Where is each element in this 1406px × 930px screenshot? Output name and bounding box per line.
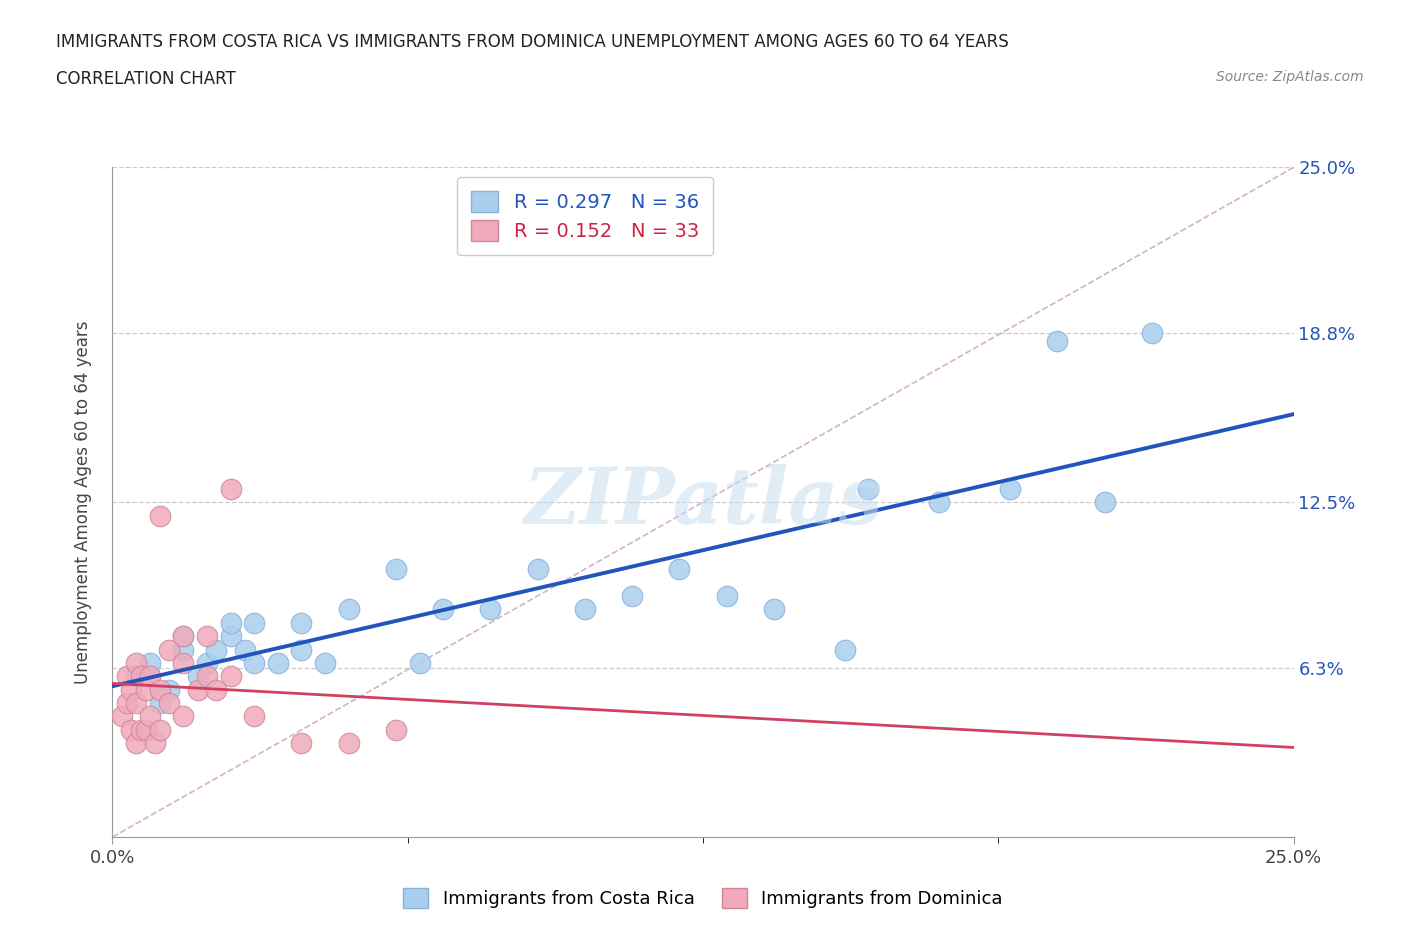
Point: [139, 669, 162, 684]
Point: [219, 629, 242, 644]
Point: [149, 683, 172, 698]
Point: [172, 709, 194, 724]
Point: [998, 482, 1021, 497]
Point: [337, 602, 360, 617]
Point: [243, 616, 266, 631]
Point: [219, 616, 242, 631]
Point: [125, 736, 148, 751]
Point: [129, 723, 152, 737]
Point: [337, 736, 360, 751]
Point: [115, 696, 138, 711]
Point: [385, 723, 408, 737]
Point: [314, 656, 336, 671]
Point: [834, 642, 856, 657]
Point: [149, 723, 172, 737]
Point: [408, 656, 430, 671]
Text: IMMIGRANTS FROM COSTA RICA VS IMMIGRANTS FROM DOMINICA UNEMPLOYMENT AMONG AGES 6: IMMIGRANTS FROM COSTA RICA VS IMMIGRANTS…: [56, 33, 1010, 50]
Point: [172, 629, 194, 644]
Point: [1140, 326, 1163, 341]
Point: [205, 683, 228, 698]
Point: [574, 602, 596, 617]
Point: [290, 642, 312, 657]
Point: [125, 669, 148, 684]
Point: [120, 683, 142, 698]
Point: [139, 656, 162, 671]
Point: [928, 495, 950, 510]
Point: [219, 669, 242, 684]
Point: [157, 683, 180, 698]
Point: [219, 482, 242, 497]
Point: [195, 669, 218, 684]
Point: [120, 723, 142, 737]
Point: [172, 629, 194, 644]
Point: [243, 709, 266, 724]
Point: [143, 736, 166, 751]
Point: [526, 562, 548, 577]
Point: [186, 669, 208, 684]
Point: [290, 616, 312, 631]
Point: [233, 642, 256, 657]
Point: [139, 709, 162, 724]
Point: [1094, 495, 1116, 510]
Point: [149, 508, 172, 523]
Y-axis label: Unemployment Among Ages 60 to 64 years: Unemployment Among Ages 60 to 64 years: [73, 321, 91, 684]
Text: ZIPatlas: ZIPatlas: [523, 464, 883, 540]
Point: [157, 696, 180, 711]
Point: [290, 736, 312, 751]
Point: [267, 656, 290, 671]
Point: [157, 642, 180, 657]
Point: [186, 683, 208, 698]
Point: [195, 629, 218, 644]
Legend: Immigrants from Costa Rica, Immigrants from Dominica: Immigrants from Costa Rica, Immigrants f…: [396, 881, 1010, 915]
Point: [125, 656, 148, 671]
Text: CORRELATION CHART: CORRELATION CHART: [56, 70, 236, 87]
Point: [149, 696, 172, 711]
Point: [125, 696, 148, 711]
Point: [195, 656, 218, 671]
Point: [668, 562, 690, 577]
Point: [1046, 334, 1069, 349]
Point: [172, 642, 194, 657]
Point: [135, 683, 157, 698]
Point: [621, 589, 644, 604]
Text: Source: ZipAtlas.com: Source: ZipAtlas.com: [1216, 70, 1364, 84]
Point: [432, 602, 454, 617]
Point: [205, 642, 228, 657]
Point: [115, 669, 138, 684]
Point: [129, 669, 152, 684]
Point: [111, 709, 134, 724]
Point: [716, 589, 738, 604]
Point: [172, 656, 194, 671]
Point: [858, 482, 880, 497]
Point: [385, 562, 408, 577]
Point: [762, 602, 785, 617]
Point: [135, 723, 157, 737]
Point: [479, 602, 502, 617]
Point: [243, 656, 266, 671]
